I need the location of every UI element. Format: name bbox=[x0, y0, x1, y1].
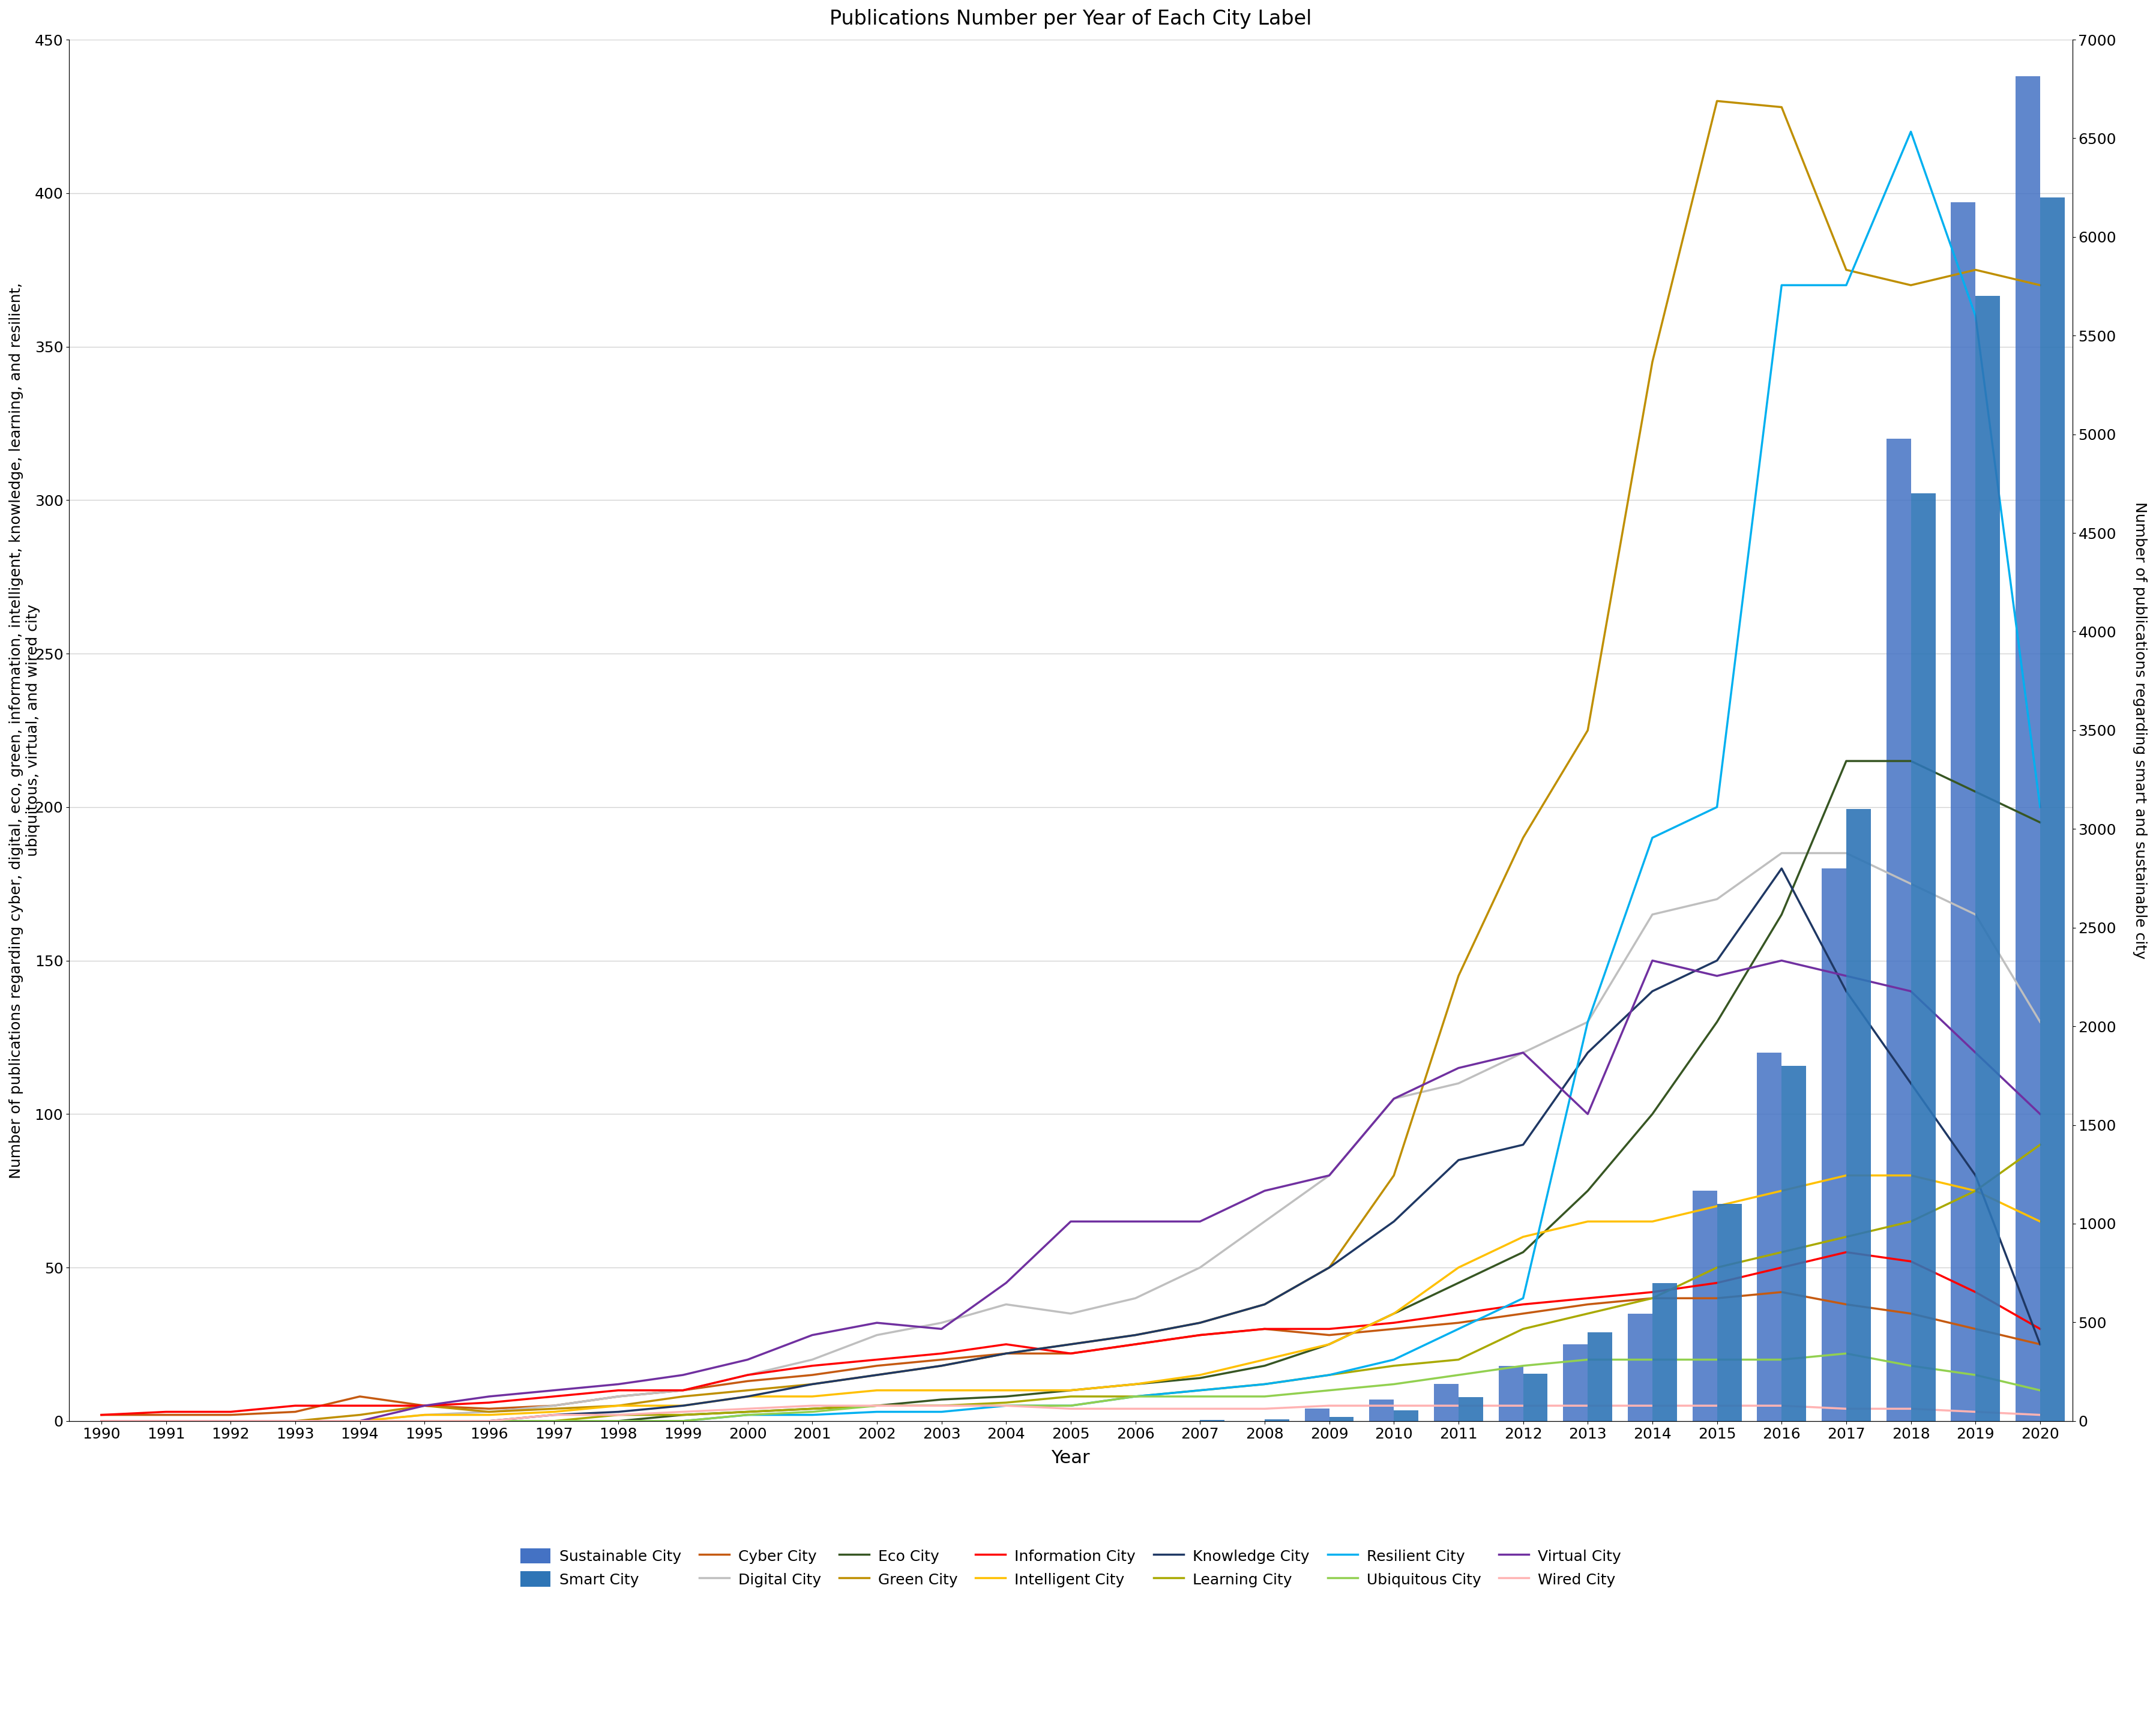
Bar bbox=[1434, 1385, 1457, 1421]
Bar bbox=[1395, 1411, 1419, 1421]
Bar bbox=[1757, 1053, 1781, 1421]
Bar bbox=[1304, 1409, 1330, 1421]
Bar bbox=[1651, 1282, 1677, 1421]
Bar bbox=[1498, 1365, 1522, 1421]
Bar bbox=[1951, 203, 1975, 1421]
Bar bbox=[1781, 1065, 1807, 1421]
Bar bbox=[1692, 1190, 1716, 1421]
Y-axis label: Number of publications regarding smart and sustainable city: Number of publications regarding smart a… bbox=[2132, 501, 2147, 959]
Bar bbox=[1563, 1345, 1587, 1421]
Bar bbox=[2016, 76, 2040, 1421]
Bar bbox=[1975, 297, 2001, 1421]
Bar bbox=[1822, 869, 1846, 1421]
Bar bbox=[1910, 493, 1936, 1421]
Bar bbox=[1330, 1417, 1354, 1421]
X-axis label: Year: Year bbox=[1052, 1450, 1091, 1468]
Bar bbox=[1266, 1419, 1289, 1421]
Title: Publications Number per Year of Each City Label: Publications Number per Year of Each Cit… bbox=[830, 9, 1311, 29]
Bar bbox=[1886, 439, 1910, 1421]
Bar bbox=[2040, 198, 2065, 1421]
Bar bbox=[1587, 1332, 1613, 1421]
Bar bbox=[1369, 1400, 1395, 1421]
Bar bbox=[1522, 1374, 1548, 1421]
Legend: Sustainable City, Smart City, Cyber City, Digital City, Eco City, Green City, In: Sustainable City, Smart City, Cyber City… bbox=[513, 1542, 1628, 1593]
Bar bbox=[1846, 809, 1871, 1421]
Bar bbox=[1716, 1204, 1742, 1421]
Bar bbox=[1457, 1397, 1483, 1421]
Bar bbox=[1628, 1313, 1651, 1421]
Y-axis label: Number of publications regarding cyber, digital, eco, green, information, intell: Number of publications regarding cyber, … bbox=[9, 283, 41, 1178]
